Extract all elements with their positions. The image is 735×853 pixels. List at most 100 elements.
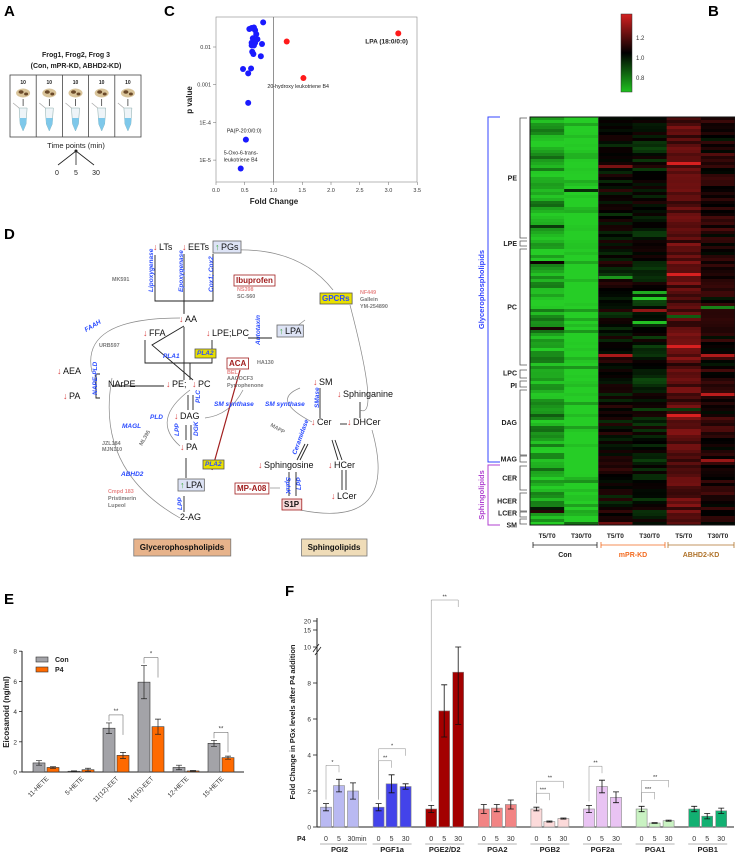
heatmap-cell — [530, 303, 565, 307]
heatmap-cell — [530, 201, 565, 205]
heatmap-cell — [598, 336, 633, 340]
heatmap-cell — [530, 261, 565, 265]
heatmap-cell — [598, 423, 633, 427]
error-bar — [50, 766, 56, 769]
point-annotation: LPA (18:0/0:0) — [365, 38, 408, 45]
heatmap-cell — [598, 420, 633, 424]
heatmap-cell — [530, 276, 565, 280]
heatmap-cell — [564, 369, 599, 373]
heatmap-cell — [530, 195, 565, 199]
x-tick-label: 2.0 — [327, 188, 335, 194]
heatmap-cell — [530, 459, 565, 463]
pathway-node: ↓ DAG — [174, 411, 200, 421]
heatmap-cell — [632, 204, 667, 208]
error-bar — [375, 803, 382, 812]
heatmap-cell — [666, 513, 702, 517]
error-bar — [211, 739, 217, 747]
heatmap-cell — [598, 444, 633, 448]
heatmap-cell — [632, 432, 667, 436]
heatmap-cell — [564, 177, 599, 181]
heatmap-cell — [700, 276, 735, 280]
pathway-node: ↑ LPA — [276, 324, 304, 338]
heatmap-cell — [632, 390, 667, 394]
heatmap-cell — [564, 171, 599, 175]
panel-f-bar-chart: 0 2 4 6 8 10 15 20 Fold Change in PGx levels aft… — [288, 595, 734, 853]
legend-swatch — [35, 666, 49, 673]
heatmap-cell — [564, 399, 599, 403]
heatmap-cell — [564, 210, 599, 214]
point-annotation: 20-hydroxy leukotriene B4 — [267, 84, 329, 90]
pathway-node: Epoxygenase — [178, 250, 185, 292]
heatmap-cell — [598, 507, 633, 511]
x-tick-label: 2.5 — [356, 188, 364, 194]
pathway-node: ↓ AEA — [57, 366, 81, 376]
heatmap-cell — [530, 357, 565, 361]
column-label: T5/T0 — [675, 533, 692, 540]
p4-label: P4 — [297, 836, 306, 843]
branch-arrows — [57, 150, 95, 166]
heatmap-cell — [530, 360, 565, 364]
heatmap-cell — [598, 126, 633, 130]
enzyme-label: FAAH — [84, 319, 103, 334]
pathway-node: Gallein — [360, 297, 378, 303]
enzyme-label: SM synthase — [214, 401, 254, 408]
heatmap-cell — [666, 198, 702, 202]
node-box — [281, 498, 303, 511]
time-label: 30 — [454, 836, 462, 843]
heatmap-cell — [666, 264, 702, 268]
heatmap-cell — [564, 279, 599, 283]
heatmap-cell — [700, 393, 735, 397]
heatmap-cell — [598, 132, 633, 136]
heatmap-cell — [598, 327, 633, 331]
pathway-node: ↓ LCer — [331, 491, 357, 501]
significant-up-point — [300, 75, 307, 82]
heatmap-cell — [564, 462, 599, 466]
heatmap-cell — [632, 513, 667, 517]
heatmap-cell — [700, 240, 735, 244]
heatmap-cell — [564, 414, 599, 418]
heatmap-cell — [564, 246, 599, 250]
egg-count: 10 — [47, 80, 53, 86]
metabolite-label: AEA — [63, 366, 81, 376]
heatmap-cell — [632, 231, 667, 235]
heatmap-cell — [564, 357, 599, 361]
heatmap-cell — [666, 228, 702, 232]
heatmap-cell — [598, 471, 633, 475]
pathway-node: Cmpd 183 — [108, 489, 134, 495]
up-arrow-icon: ↑ — [279, 326, 284, 336]
heatmap-cell — [564, 132, 599, 136]
inhibitor-label: Lupeol — [108, 503, 126, 509]
heatmap-cell — [564, 405, 599, 409]
row-group-label: MAG — [501, 457, 518, 464]
heatmap-cell — [632, 429, 667, 433]
heatmap-cell — [530, 507, 565, 511]
heatmap-cell — [700, 198, 735, 202]
down-arrow-icon: ↓ — [179, 314, 184, 324]
heatmap-cell — [666, 144, 702, 148]
down-arrow-icon: ↓ — [206, 328, 211, 338]
heatmap-cell — [632, 492, 667, 496]
heatmap-cell — [666, 258, 702, 262]
heatmap-cell — [564, 312, 599, 316]
error-bar — [402, 783, 409, 790]
enzyme-label: LPP — [296, 477, 303, 490]
significance-label: ** — [653, 775, 658, 781]
heatmap-cell — [700, 264, 735, 268]
heatmap-cell — [564, 507, 599, 511]
pathway-node: ABHD2 — [120, 471, 144, 478]
heatmap-cell — [598, 486, 633, 490]
error-bar — [141, 665, 147, 700]
heatmap-cell — [598, 141, 633, 145]
metabolite-label: Sphinganine — [343, 389, 393, 399]
heatmap-cell — [632, 177, 667, 181]
heatmap-cell — [700, 144, 735, 148]
heatmap-cell — [530, 246, 565, 250]
error-bar — [546, 820, 553, 823]
heatmap-cell — [666, 192, 702, 196]
error-bar — [71, 770, 77, 773]
heatmap-cell — [700, 360, 735, 364]
heatmap-cell — [564, 318, 599, 322]
heatmap-cell — [564, 147, 599, 151]
heatmap-cell — [530, 369, 565, 373]
heatmap-cell — [700, 450, 735, 454]
